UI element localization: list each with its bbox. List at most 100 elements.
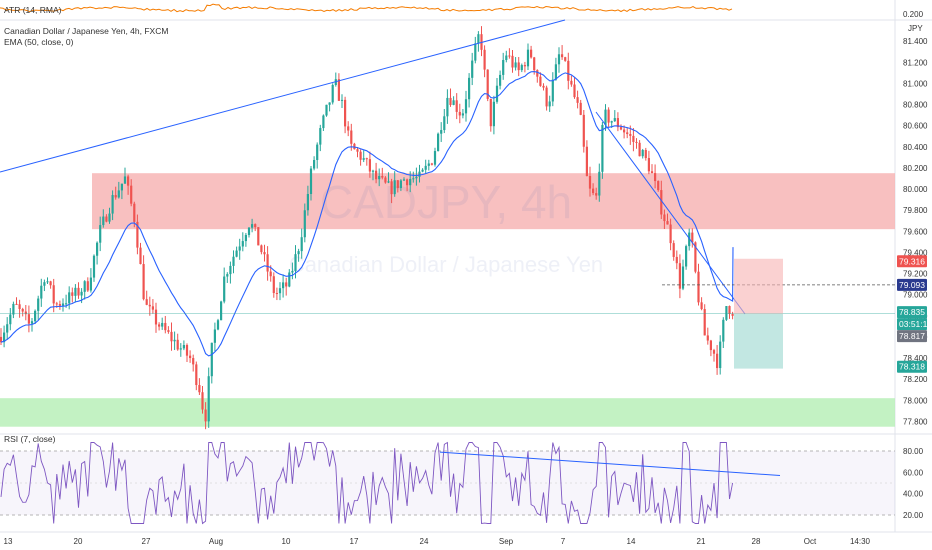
falling-trendline — [595, 111, 746, 315]
candle-body — [629, 134, 632, 136]
price-tick-label: 81.200 — [903, 58, 928, 67]
candle-body — [108, 213, 111, 222]
candle-body — [96, 242, 99, 256]
stop-loss-area — [734, 258, 783, 314]
candle-body — [164, 322, 167, 331]
candle-body — [316, 144, 319, 160]
candle-body — [74, 287, 77, 296]
time-tick-label: 21 — [697, 537, 706, 546]
candle-body — [368, 159, 371, 172]
candle-body — [514, 62, 517, 68]
time-tick-label: Sep — [499, 537, 514, 546]
candle-body — [588, 176, 592, 189]
candle-body — [526, 49, 530, 67]
candle-body — [613, 118, 616, 122]
time-tick-label: 10 — [282, 537, 291, 546]
candle-body — [688, 232, 691, 247]
candle-body — [384, 177, 387, 183]
stop-price-tag-bg — [897, 255, 927, 268]
candle-body — [294, 254, 297, 271]
price-tick-label: 80.800 — [903, 101, 928, 110]
candle-body — [694, 242, 697, 272]
candle-body — [185, 345, 189, 356]
candle-body — [34, 310, 37, 322]
candle-body — [356, 149, 359, 152]
candle-body — [297, 251, 300, 255]
candle-body — [99, 225, 102, 243]
candle-body — [468, 77, 471, 100]
candle-body — [92, 255, 96, 278]
resistance-zone[interactable] — [92, 173, 895, 230]
candle-body — [461, 113, 464, 116]
candle-body — [46, 281, 49, 283]
candle-body — [195, 364, 198, 386]
price-tick-label: 80.200 — [903, 164, 928, 173]
candle-body — [328, 102, 331, 105]
candle-body — [399, 180, 402, 188]
ema-legend[interactable]: EMA (50, close, 0) — [4, 37, 74, 47]
candle-body — [499, 74, 502, 86]
candle-body — [437, 133, 440, 152]
candle-body — [102, 216, 105, 226]
candle-body — [136, 221, 139, 248]
candle-body — [691, 232, 694, 243]
candle-body — [489, 98, 492, 127]
take-profit-area — [734, 313, 783, 369]
candle-body — [210, 342, 213, 377]
candle-body — [220, 301, 223, 321]
time-tick-label: 28 — [752, 537, 761, 546]
candle-body — [105, 216, 108, 222]
candle-body — [238, 246, 241, 251]
candle-body — [207, 376, 210, 422]
candle-body — [201, 392, 204, 410]
candle-body — [86, 281, 89, 291]
candle-body — [607, 109, 610, 123]
candle-body — [111, 195, 114, 214]
candle-body — [89, 277, 92, 291]
rsi-tick-label: 40.00 — [903, 490, 924, 499]
rsi-legend[interactable]: RSI (7, close) — [4, 434, 56, 444]
candle-body — [266, 254, 269, 272]
candle-body — [511, 55, 514, 68]
candle-body — [557, 54, 561, 65]
time-tick-label: 17 — [350, 537, 359, 546]
candle-body — [154, 309, 158, 325]
atr-legend[interactable]: ATR (14, RMA) — [4, 5, 62, 15]
candle-body — [396, 180, 399, 188]
candle-body — [288, 272, 291, 287]
rsi-tick-label: 20.00 — [903, 511, 924, 520]
candle-body — [502, 60, 505, 75]
candle-body — [424, 165, 427, 170]
candle-body — [567, 60, 570, 81]
candle-body — [700, 302, 703, 310]
candle-body — [229, 265, 232, 275]
candle-body — [263, 252, 266, 255]
candle-body — [278, 288, 282, 294]
candle-body — [387, 181, 390, 183]
candle-body — [61, 303, 65, 306]
candle-body — [390, 181, 393, 195]
countdown-tag-bg — [897, 318, 927, 331]
candle-body — [672, 243, 675, 257]
candle-body — [306, 194, 309, 211]
candle-body — [170, 331, 173, 342]
candle-body — [133, 203, 136, 222]
candle-body — [204, 409, 207, 422]
countdown-tag: 03:51:15 — [899, 319, 932, 329]
target-price-tag: 78.318 — [899, 362, 925, 372]
candle-body — [440, 130, 443, 134]
candle-body — [517, 62, 520, 71]
candle-body — [272, 276, 275, 294]
candle-body — [285, 282, 288, 287]
chart-title[interactable]: Canadian Dollar / Japanese Yen, 4h, FXCM — [4, 26, 168, 36]
candle-body — [474, 43, 477, 61]
candle-body — [616, 118, 619, 128]
support-zone[interactable] — [0, 398, 895, 427]
candle-body — [158, 324, 161, 327]
candle-body — [340, 99, 344, 101]
candle-body — [309, 168, 313, 195]
candle-body — [650, 171, 654, 174]
candle-body — [725, 306, 728, 320]
ema-price-tag-bg — [897, 278, 927, 291]
